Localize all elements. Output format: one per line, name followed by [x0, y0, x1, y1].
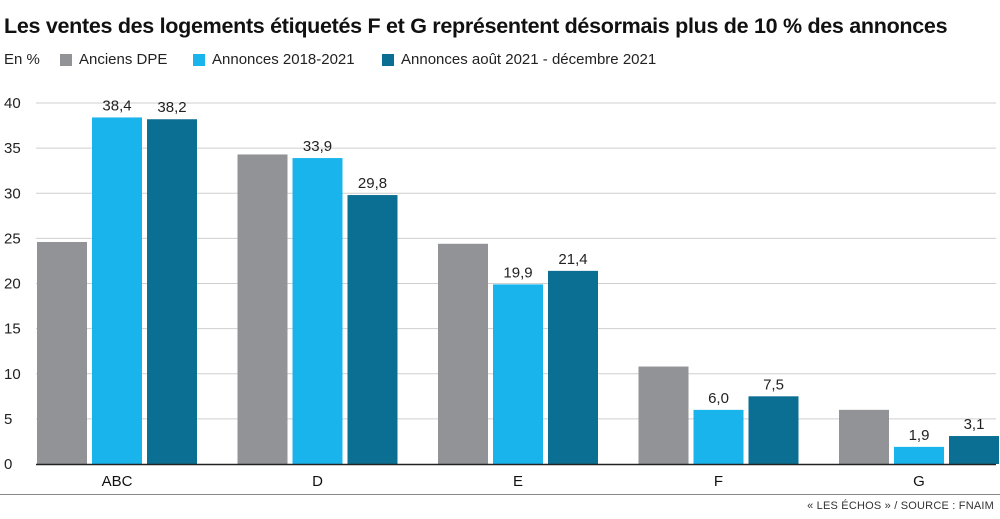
bar: [147, 119, 197, 465]
x-tick-label: D: [312, 473, 323, 490]
bar: [548, 270, 598, 464]
legend-swatch-annonces-2018: [193, 53, 205, 66]
y-tick-label: 40: [4, 95, 21, 112]
source-credit: « LES ÉCHOS » / SOURCE : FNAIM: [807, 500, 994, 512]
bar: [438, 243, 488, 464]
y-tick-label: 25: [4, 230, 21, 247]
bar: [37, 241, 87, 464]
y-tick-label: 0: [4, 456, 12, 473]
bar: [894, 446, 944, 464]
y-tick-label: 5: [4, 411, 12, 428]
legend-item-anciens: Anciens DPE: [60, 51, 167, 68]
bar: [292, 158, 343, 465]
y-tick-label: 15: [4, 321, 21, 338]
data-label: 6,0: [708, 390, 729, 407]
legend-label-anciens: Anciens DPE: [79, 51, 168, 68]
data-label: 3,1: [964, 416, 985, 433]
x-tick-label: F: [714, 473, 723, 490]
data-label: 21,4: [558, 251, 587, 268]
data-label: 19,9: [503, 264, 532, 281]
y-tick-label: 10: [4, 366, 21, 383]
y-tick-label: 30: [4, 185, 21, 202]
legend-label-annonces-2018: Annonces 2018-2021: [212, 51, 355, 68]
footer-divider: [0, 494, 1000, 495]
x-tick-label: ABC: [102, 473, 133, 490]
data-label: 38,2: [157, 99, 186, 116]
chart-title: Les ventes des logements étiquetés F et …: [4, 14, 948, 38]
bar: [638, 366, 689, 464]
y-tick-label: 35: [4, 140, 21, 157]
bar: [347, 195, 398, 464]
unit-label: En %: [4, 51, 40, 68]
legend-item-annonces-2021: Annonces août 2021 - décembre 2021: [382, 51, 656, 68]
y-tick-label: 20: [4, 276, 21, 293]
legend-item-annonces-2018: Annonces 2018-2021: [193, 51, 355, 68]
legend-swatch-annonces-2021: [382, 53, 394, 66]
legend-swatch-anciens: [60, 53, 72, 66]
data-label: 7,5: [763, 376, 784, 393]
bar: [748, 396, 799, 464]
x-tick-label: E: [513, 473, 523, 490]
data-label: 33,9: [303, 138, 332, 155]
bar: [92, 117, 142, 464]
bar: [949, 436, 999, 464]
bar: [237, 154, 288, 464]
bar: [493, 284, 543, 464]
data-label: 1,9: [909, 427, 930, 444]
bar: [693, 409, 744, 464]
data-label: 38,4: [102, 97, 131, 114]
data-label: 29,8: [358, 175, 387, 192]
legend-label-annonces-2021: Annonces août 2021 - décembre 2021: [401, 51, 657, 68]
bar: [839, 409, 889, 464]
x-tick-label: G: [913, 473, 925, 490]
